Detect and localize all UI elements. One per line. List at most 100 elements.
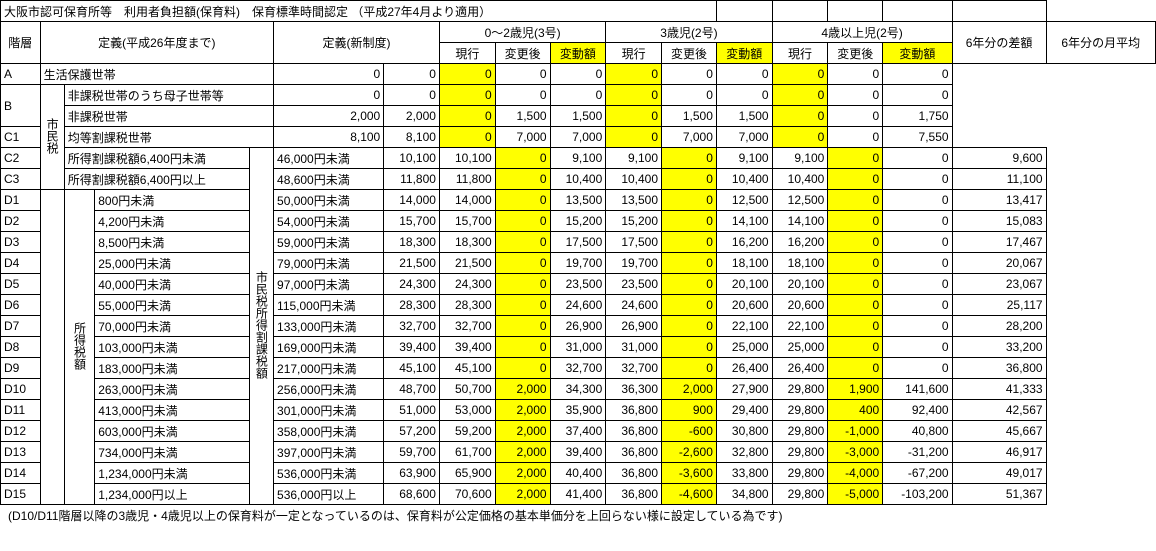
value-cell: 23,067 <box>952 274 1046 295</box>
value-cell: 15,700 <box>384 211 440 232</box>
value-cell: 2,000 <box>495 442 550 463</box>
value-cell: 50,700 <box>439 379 495 400</box>
value-cell: 10,100 <box>439 148 495 169</box>
tier-cell: A <box>1 64 41 85</box>
def-old-cell: 40,000円未満 <box>95 274 250 295</box>
value-cell: 59,700 <box>384 442 440 463</box>
value-cell: 19,700 <box>550 253 606 274</box>
col-aft: 変更後 <box>662 43 717 64</box>
value-cell: 0 <box>495 169 550 190</box>
def-old-cell: 8,500円未満 <box>95 232 250 253</box>
value-cell: 17,500 <box>550 232 606 253</box>
col-cur: 現行 <box>772 43 828 64</box>
value-cell: -1,000 <box>828 421 883 442</box>
value-cell: 0 <box>828 85 883 106</box>
tier-cell: D4 <box>1 253 41 274</box>
value-cell: -4,000 <box>828 463 883 484</box>
value-cell: 0 <box>883 64 952 85</box>
value-cell: 0 <box>828 295 883 316</box>
value-cell: 0 <box>828 106 883 127</box>
value-cell: 92,400 <box>883 400 952 421</box>
value-cell: 35,900 <box>550 400 606 421</box>
def-new-cell: 397,000円未満 <box>274 442 384 463</box>
value-cell: 0 <box>883 85 952 106</box>
def-old-cell: 均等割課税世帯 <box>64 127 273 148</box>
side-label-shotokuzei: 所得税額 <box>64 190 94 505</box>
tier-cell: D6 <box>1 295 41 316</box>
col-avg6: 6年分の月平均 <box>1046 22 1155 64</box>
value-cell: 0 <box>495 148 550 169</box>
value-cell: 40,800 <box>883 421 952 442</box>
value-cell: 9,100 <box>550 148 606 169</box>
value-cell: 17,467 <box>952 232 1046 253</box>
value-cell: 37,400 <box>550 421 606 442</box>
value-cell: 23,500 <box>550 274 606 295</box>
value-cell: 19,700 <box>606 253 662 274</box>
value-cell: 41,400 <box>550 484 606 505</box>
value-cell: 0 <box>384 64 440 85</box>
value-cell: 30,800 <box>716 421 772 442</box>
value-cell: 32,700 <box>606 358 662 379</box>
value-cell: 7,000 <box>662 127 717 148</box>
value-cell: 1,500 <box>662 106 717 127</box>
value-cell: 2,000 <box>495 379 550 400</box>
value-cell: 24,600 <box>606 295 662 316</box>
value-cell: 10,100 <box>384 148 440 169</box>
def-new-cell: 97,000円未満 <box>274 274 384 295</box>
value-cell: 0 <box>439 85 495 106</box>
value-cell: -67,200 <box>883 463 952 484</box>
table-row: D151,234,000円以上536,000円以上68,60070,6002,0… <box>1 484 1156 505</box>
tier-cell: D1 <box>1 190 41 211</box>
value-cell: 40,400 <box>550 463 606 484</box>
value-cell: 28,200 <box>952 316 1046 337</box>
value-cell: 29,400 <box>716 400 772 421</box>
header-row-1: 階層 定義(平成26年度まで) 定義(新制度) 0～2歳児(3号) 3歳児(2号… <box>1 22 1156 43</box>
def-old-cell: 603,000円未満 <box>95 421 250 442</box>
col-tier: 階層 <box>1 22 41 64</box>
value-cell: 2,000 <box>662 379 717 400</box>
value-cell: 45,100 <box>384 358 440 379</box>
value-cell: 29,800 <box>772 442 828 463</box>
value-cell: 25,000 <box>772 337 828 358</box>
value-cell: 0 <box>828 274 883 295</box>
table-row: D8103,000円未満169,000円未満39,40039,400031,00… <box>1 337 1156 358</box>
value-cell: 32,700 <box>550 358 606 379</box>
value-cell: 16,200 <box>772 232 828 253</box>
col-cur: 現行 <box>439 43 495 64</box>
tier-cell: D2 <box>1 211 41 232</box>
value-cell: 0 <box>883 232 952 253</box>
value-cell: 41,333 <box>952 379 1046 400</box>
value-cell: 36,300 <box>606 379 662 400</box>
tier-cell: D9 <box>1 358 41 379</box>
table-row: B市民税非課税世帯のうち母子世帯等00000000000 <box>1 85 1156 106</box>
def-new-cell: 79,000円未満 <box>274 253 384 274</box>
value-cell: 32,800 <box>716 442 772 463</box>
value-cell: 0 <box>883 358 952 379</box>
col-cur: 現行 <box>606 43 662 64</box>
value-cell: 0 <box>384 85 440 106</box>
value-cell: 0 <box>828 169 883 190</box>
value-cell: 0 <box>662 358 717 379</box>
def-old-cell: 4,200円未満 <box>95 211 250 232</box>
col-group-0-2: 0～2歳児(3号) <box>439 22 605 43</box>
value-cell: 0 <box>606 127 662 148</box>
value-cell: 0 <box>495 211 550 232</box>
tier-cell: B <box>1 85 41 127</box>
value-cell: 27,900 <box>716 379 772 400</box>
value-cell: 49,017 <box>952 463 1046 484</box>
value-cell: 7,550 <box>883 127 952 148</box>
value-cell: 29,800 <box>772 400 828 421</box>
value-cell: 39,400 <box>439 337 495 358</box>
value-cell: 1,500 <box>495 106 550 127</box>
side-spacer <box>40 190 64 505</box>
col-aft: 変更後 <box>495 43 550 64</box>
value-cell: 1,500 <box>716 106 772 127</box>
value-cell: 0 <box>828 127 883 148</box>
def-new-cell: 536,000円未満 <box>274 463 384 484</box>
value-cell: 36,800 <box>606 400 662 421</box>
value-cell: -103,200 <box>883 484 952 505</box>
value-cell: 0 <box>662 295 717 316</box>
value-cell: 0 <box>662 211 717 232</box>
value-cell: 0 <box>662 190 717 211</box>
value-cell: 0 <box>495 253 550 274</box>
